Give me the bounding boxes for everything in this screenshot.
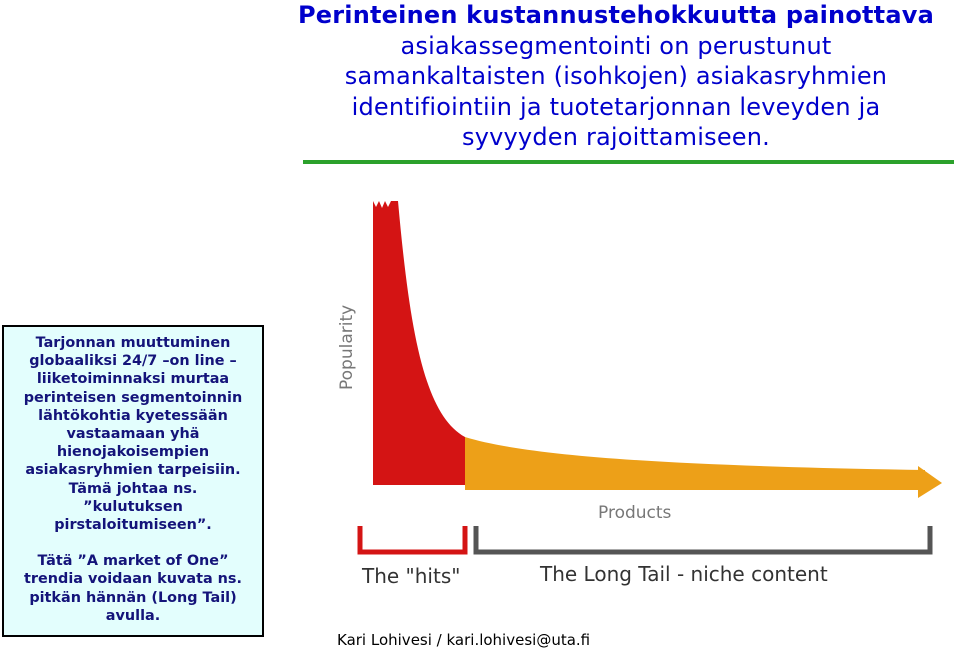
textbox-line: liiketoiminnaksi murtaa [36, 371, 230, 388]
long-tail-area [465, 437, 940, 495]
textbox-line: lähtökohtia kyetessään [38, 407, 228, 424]
long-tail-bracket [473, 526, 933, 555]
textbox-line: perinteisen segmentoinnin [23, 389, 243, 406]
textbox-line: Tämä johtaa ns. [68, 480, 198, 497]
textbox-paragraph-1: Tarjonnan muuttuminen globaaliksi 24/7 –… [4, 334, 262, 534]
hits-bracket [357, 526, 468, 555]
textbox-line: hienojakoisempien [56, 444, 210, 461]
textbox-line: Tätä ”A market of One” [37, 553, 229, 570]
author-credit: Kari Lohivesi / kari.lohivesi@uta.fi [337, 631, 591, 649]
heading-line-4: identifiointiin ja tuotetarjonnan leveyd… [351, 92, 881, 121]
long-tail-diagram: Popularity Products The "hits" The Long … [337, 201, 942, 588]
textbox-line: avulla. [105, 607, 161, 624]
textbox-paragraph-2: Tätä ”A market of One” trendia voidaan k… [4, 552, 262, 625]
textbox-line: ”kulutuksen [83, 498, 183, 515]
heading-line-2: asiakassegmentointi on perustunut [400, 31, 832, 60]
textbox-line: globaaliksi 24/7 –on line – [29, 353, 237, 370]
textbox-line: asiakasryhmien tarpeisiin. [25, 462, 241, 479]
textbox-line: trendia voidaan kuvata ns. [24, 571, 242, 588]
slide-heading: Perinteinen kustannustehokkuutta painott… [278, 0, 954, 153]
long-tail-label: The Long Tail - niche content [539, 562, 828, 586]
y-axis-label: Popularity [337, 305, 357, 390]
textbox-line: vastaamaan yhä [66, 426, 200, 443]
heading-line-3: samankaltaisten (isohkojen) asiakasryhmi… [344, 62, 888, 90]
tail-arrowhead [918, 466, 942, 498]
x-axis-label: Products [598, 503, 672, 523]
explanation-textbox: Tarjonnan muuttuminen globaaliksi 24/7 –… [2, 325, 264, 637]
hits-area [373, 201, 465, 485]
heading-line-5: syvyyden rajoittamiseen. [462, 123, 770, 151]
textbox-line: Tarjonnan muuttuminen [35, 335, 231, 351]
hits-label: The "hits" [361, 564, 460, 588]
textbox-line: pitkän hännän (Long Tail) [29, 589, 237, 606]
heading-divider [303, 160, 954, 164]
textbox-line: pirstaloitumiseen”. [54, 517, 212, 534]
heading-line-1: Perinteinen kustannustehokkuutta painott… [297, 1, 934, 29]
